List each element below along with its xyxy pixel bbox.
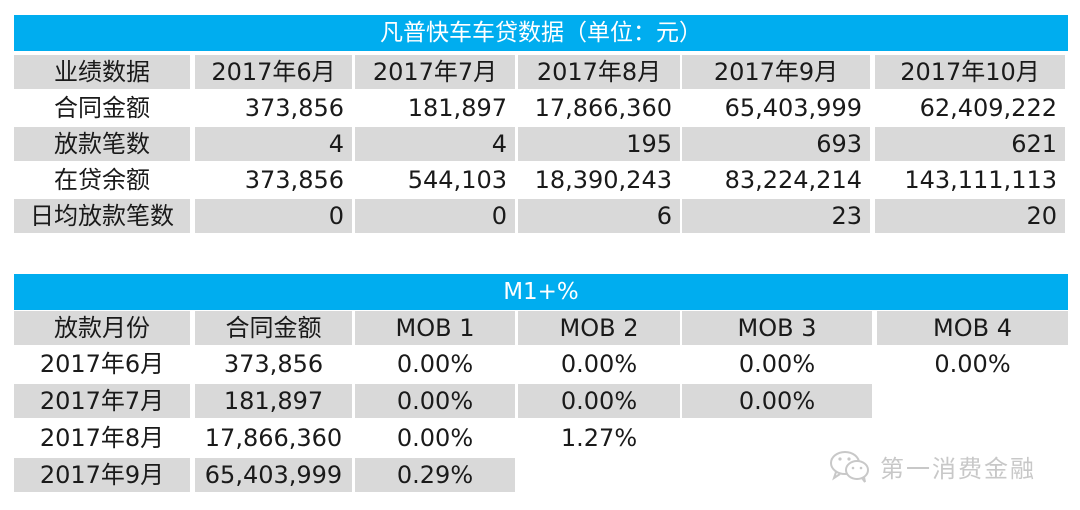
row-value: 23 (682, 199, 870, 233)
table1-header-row: 业绩数据 2017年6月 2017年7月 2017年8月 2017年9月 201… (14, 55, 1068, 89)
row-value: 0.29% (355, 458, 515, 492)
table2-header-cell: 合同金额 (195, 311, 352, 345)
row-value: 373,856 (244, 94, 344, 122)
row-value: 65,403,999 (724, 94, 862, 122)
row-value: 18,390,243 (534, 166, 672, 194)
row-value: 0.00% (560, 350, 638, 378)
row-value: 17,866,360 (204, 424, 343, 452)
row-value: 693 (682, 127, 870, 161)
table2-header-cell: MOB 3 (682, 311, 872, 345)
table2-header-cell: 放款月份 (14, 311, 190, 345)
row-value: 20 (875, 199, 1065, 233)
row-value: 0.00% (682, 384, 872, 418)
row-label: 日均放款笔数 (14, 199, 190, 233)
row-value: 0.00% (934, 350, 1011, 378)
row-label: 2017年7月 (14, 384, 190, 418)
row-value: 4 (195, 127, 352, 161)
row-value: 143,111,113 (904, 166, 1057, 194)
row-value: 17,866,360 (534, 94, 672, 122)
row-value: 0.00% (738, 350, 816, 378)
row-value: 83,224,214 (724, 166, 862, 194)
table1-header-cell: 2017年6月 (195, 55, 352, 89)
watermark: 第一消费金融 (828, 448, 1036, 484)
table1-title-banner: 凡普快车车贷数据（单位：元） (14, 15, 1068, 51)
table2-title-banner: M1+% (14, 274, 1068, 310)
row-value: 195 (518, 127, 680, 161)
row-label: 在贷余额 (54, 166, 150, 194)
table2-header-cell: MOB 2 (518, 311, 680, 345)
row-value: 0.00% (396, 424, 474, 452)
row-label: 放款笔数 (14, 127, 190, 161)
row-value: 65,403,999 (195, 458, 352, 492)
table-row: 2017年6月 373,856 0.00% 0.00% 0.00% 0.00% (14, 347, 1068, 381)
row-value: 0.00% (355, 384, 515, 418)
table1-header-cell: 2017年9月 (682, 55, 870, 89)
table2-header-cell: MOB 4 (877, 311, 1068, 345)
row-label: 合同金额 (54, 94, 150, 122)
row-value: 0 (355, 199, 515, 233)
table-row: 放款笔数 4 4 195 693 621 (14, 127, 1068, 161)
row-value: 544,103 (407, 166, 507, 194)
row-label: 2017年8月 (39, 424, 165, 452)
row-value: 6 (518, 199, 680, 233)
row-value: 181,897 (195, 384, 352, 418)
row-value: 1.27% (560, 424, 638, 452)
table-row: 2017年9月 65,403,999 0.29% (14, 458, 1068, 492)
row-label: 2017年6月 (39, 350, 165, 378)
wechat-icon (830, 451, 869, 483)
row-value: 62,409,222 (919, 94, 1057, 122)
row-value: 373,856 (244, 166, 344, 194)
table-row: 合同金额 373,856 181,897 17,866,360 65,403,9… (14, 91, 1068, 125)
table-row: 2017年7月 181,897 0.00% 0.00% 0.00% (14, 384, 1068, 418)
table2-header-row: 放款月份 合同金额 MOB 1 MOB 2 MOB 3 MOB 4 (14, 311, 1068, 345)
table-row: 日均放款笔数 0 0 6 23 20 (14, 199, 1068, 233)
row-value: 181,897 (407, 94, 507, 122)
table-row: 2017年8月 17,866,360 0.00% 1.27% (14, 421, 1068, 455)
table1-header-cell: 业绩数据 (14, 55, 190, 89)
row-value: 621 (875, 127, 1065, 161)
table1-header-cell: 2017年8月 (518, 55, 680, 89)
watermark-text: 第一消费金融 (880, 454, 1036, 483)
row-value: 0.00% (518, 384, 680, 418)
row-label: 2017年9月 (14, 458, 190, 492)
row-value: 373,856 (223, 350, 324, 378)
table1-header-cell: 2017年10月 (875, 55, 1065, 89)
table-row: 在贷余额 373,856 544,103 18,390,243 83,224,2… (14, 163, 1068, 197)
table1-header-cell: 2017年7月 (355, 55, 515, 89)
row-value: 4 (355, 127, 515, 161)
row-value: 0.00% (396, 350, 474, 378)
table2-header-cell: MOB 1 (355, 311, 515, 345)
row-value: 0 (195, 199, 352, 233)
